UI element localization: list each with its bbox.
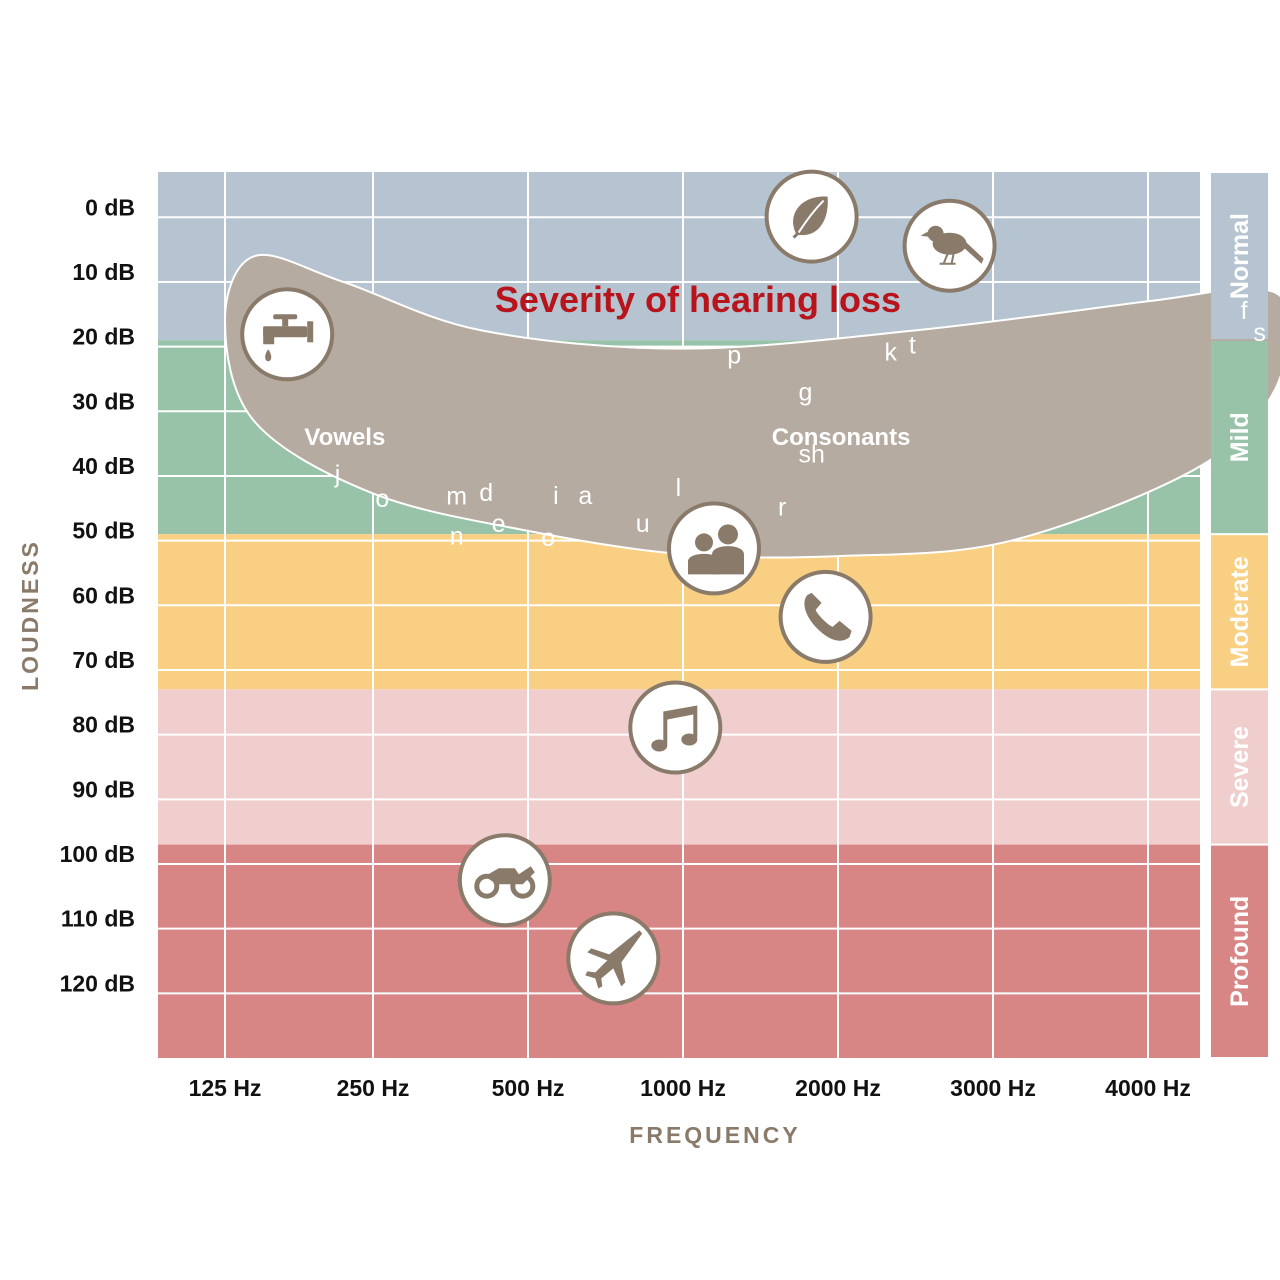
motorcycle-icon: [457, 833, 552, 928]
severity-tab-moderate: [1211, 535, 1268, 689]
severity-tab-severe: [1211, 690, 1268, 844]
speech-sound-label: u: [636, 510, 650, 538]
faucet-icon: [240, 287, 335, 382]
speech-sound-label: p: [727, 342, 741, 370]
severity-tab-normal: [1211, 173, 1268, 340]
speech-sound-label: d: [479, 479, 493, 507]
people-icon: [667, 501, 761, 596]
speech-sound-label: m: [446, 483, 467, 511]
y-tick-label: 30 dB: [72, 388, 135, 414]
x-tick-label: 500 Hz: [492, 1075, 565, 1101]
y-tick-label: 0 dB: [85, 194, 135, 220]
x-tick-label: 1000 Hz: [640, 1075, 726, 1101]
y-tick-label: 50 dB: [72, 518, 135, 544]
speech-sound-label: i: [553, 482, 559, 510]
phone-icon: [778, 569, 873, 664]
bird-icon: [902, 198, 997, 293]
severity-label-mild: Mild: [1226, 412, 1254, 462]
speech-sound-label: s: [1253, 319, 1266, 347]
x-tick-label: 4000 Hz: [1105, 1075, 1191, 1101]
y-tick-label: 10 dB: [72, 259, 135, 285]
y-tick-label: 40 dB: [72, 453, 135, 479]
speech-sound-label: n: [450, 523, 464, 551]
speech-region-label: Consonants: [772, 424, 911, 451]
speech-sound-label: r: [778, 494, 786, 522]
y-tick-label: 100 dB: [60, 841, 135, 867]
speech-sound-label: j: [334, 461, 341, 489]
y-axis-title: LOUDNESS: [17, 539, 43, 691]
x-tick-label: 2000 Hz: [795, 1075, 881, 1101]
speech-sound-label: k: [884, 338, 897, 366]
chart-title: Severity of hearing loss: [495, 279, 901, 320]
speech-banana-shape: [223, 253, 1280, 559]
leaf-icon: [764, 169, 859, 264]
severity-label-profound: Profound: [1226, 896, 1254, 1007]
speech-sound-label: f: [1241, 297, 1248, 325]
y-tick-label: 80 dB: [72, 712, 135, 738]
speech-sound-label: e: [492, 510, 506, 538]
y-tick-label: 120 dB: [60, 970, 135, 996]
x-axis-title: FREQUENCY: [629, 1122, 800, 1148]
y-tick-label: 110 dB: [61, 906, 135, 932]
sound-icons: [240, 169, 997, 1006]
severity-sidebar: Normal Mild Moderate Severe Profound: [1211, 173, 1268, 1057]
speech-sound-label: t: [909, 331, 916, 359]
speech-region: Vowels Consonants: [223, 253, 1280, 559]
y-tick-label: 60 dB: [72, 582, 135, 608]
speech-sound-label: o: [541, 524, 555, 552]
severity-tab-profound: [1211, 845, 1268, 1057]
speech-sound-label: a: [578, 482, 592, 510]
airplane-icon: [566, 911, 661, 1006]
band-profound: [158, 844, 1200, 1058]
severity-label-normal: Normal: [1226, 213, 1254, 299]
speech-sound-label: g: [798, 379, 812, 407]
music-note-icon: [628, 680, 723, 775]
x-tick-label: 3000 Hz: [950, 1075, 1036, 1101]
severity-tab-mild: [1211, 341, 1268, 534]
severity-label-moderate: Moderate: [1226, 556, 1254, 667]
y-tick-label: 70 dB: [72, 647, 135, 673]
severity-label-severe: Severe: [1226, 726, 1254, 808]
y-axis-ticks: 0 dB 10 dB 20 dB 30 dB 40 dB 50 dB 60 dB 70 dB 8…: [60, 194, 135, 996]
speech-sound-label: sh: [798, 441, 824, 469]
x-tick-label: 125 Hz: [189, 1075, 262, 1101]
y-tick-label: 20 dB: [72, 324, 135, 350]
speech-sound-label: o: [375, 485, 389, 513]
speech-region-label: Vowels: [304, 424, 385, 451]
y-tick-label: 90 dB: [72, 776, 135, 802]
x-axis-ticks: 125 Hz 250 Hz 500 Hz 1000 Hz 2000 Hz 3000 Hz 4…: [189, 1075, 1191, 1101]
x-tick-label: 250 Hz: [337, 1075, 410, 1101]
speech-sound-label: l: [676, 474, 682, 502]
